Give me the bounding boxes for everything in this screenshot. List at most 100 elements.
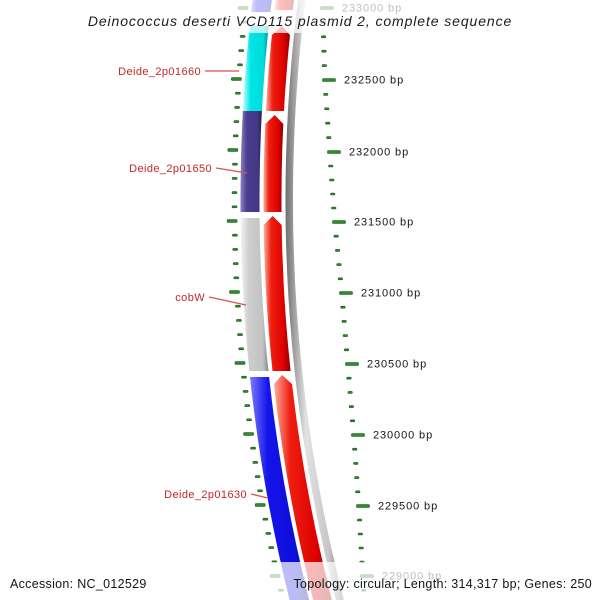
inner-major-tick [231,77,242,81]
ruler-minor-tick [333,234,339,238]
ruler-minor-tick [336,263,342,266]
inner-minor-tick [232,262,239,265]
inner-minor-tick [257,489,263,493]
gene-label-text: Deide_2p01650 [129,163,212,175]
inner-minor-tick [235,304,241,308]
inner-major-tick [229,290,240,294]
ruler-minor-tick [324,107,330,111]
ruler-minor-tick [325,121,331,125]
ruler-tick-label: 230500 bp [367,359,427,371]
ruler-tick-label: 231000 bp [361,288,421,300]
gene-feature-deide_2p01630 [250,377,310,600]
ruler-minor-tick [357,532,363,536]
inner-minor-tick [231,191,238,194]
ruler-minor-tick [355,490,361,494]
ruler-minor-tick [349,419,356,423]
ruler-minor-tick [352,447,358,451]
ruler-major-tick [322,78,336,82]
inner-major-tick [243,432,254,436]
inner-minor-tick [268,546,275,549]
inner-minor-tick [233,120,240,123]
inner-major-tick [234,361,246,365]
ruler-minor-tick [354,476,360,479]
ruler-major-tick [327,150,341,154]
ruler-minor-tick [337,277,343,281]
inner-minor-tick [239,35,246,38]
gene-label-text: Deide_2p01660 [118,66,201,78]
ruler-minor-tick [356,518,363,522]
inner-minor-tick [246,418,252,422]
gene-label-leader-line [215,167,248,174]
inner-minor-tick [244,404,251,407]
gene-feature [273,375,332,600]
ruler-minor-tick [334,249,341,252]
ruler-minor-tick [331,206,337,210]
feature-tracks [240,0,344,600]
accession-text: Accession: NC_012529 [10,577,147,591]
inner-minor-tick [232,134,239,138]
inner-minor-tick [231,177,238,180]
inner-minor-tick [238,49,244,52]
inner-major-tick [254,503,266,507]
ruler-tick-label: 231500 bp [354,217,414,229]
ruler-major-tick [351,433,365,437]
inner-major-tick [226,219,238,223]
inner-minor-tick [237,63,243,67]
ruler-major-tick [356,504,370,508]
gene-feature-cobw [240,218,269,371]
ruler-tick-label: 232000 bp [349,147,409,159]
gene-feature [265,26,290,111]
ruler-minor-tick [329,178,335,182]
inner-minor-tick [236,319,242,322]
ruler-tick-label: 229500 bp [378,501,438,513]
bottom-fade-overlay [0,562,600,600]
ruler-major-tick [339,291,353,295]
inner-minor-tick [262,517,269,521]
ruler-minor-tick [346,376,352,380]
ruler-minor-tick [347,391,353,394]
inner-minor-tick [237,333,243,336]
ruler-minor-tick [348,405,354,408]
gene-labels: Deide_2p01660 Deide_2p01650 cobW Deide_2p01… [118,66,269,501]
ruler-minor-tick [323,93,329,96]
gene-label-leader-line [250,493,269,499]
ruler-tick-label: 230000 bp [373,430,433,442]
ruler-tick-label: 232500 bp [344,75,404,87]
inner-minor-tick [254,475,261,478]
summary-text: Topology: circular; Length: 314,317 bp; … [293,577,592,591]
inner-minor-tick [232,162,238,166]
gene-feature [263,216,291,371]
gene-feature-deide_2p01660 [242,26,269,111]
inner-minor-tick [238,347,244,351]
gene-feature [263,115,284,212]
top-fade-overlay [0,0,600,33]
inner-minor-tick [232,233,238,237]
ruler-minor-tick [320,35,327,39]
inner-minor-tick [231,205,238,209]
gene-feature-deide_2p01650 [240,111,262,212]
inner-minor-tick [241,375,247,379]
ruler-minor-tick [358,546,364,550]
ruler-minor-tick [343,348,350,352]
inner-minor-tick [235,91,241,95]
inner-minor-tick [252,461,259,464]
ruler-major-tick [332,220,346,224]
inner-minor-tick [234,106,240,109]
inner-minor-tick [233,276,240,280]
ruler-minor-tick [330,192,336,196]
ruler-minor-tick [321,64,327,67]
ruler-minor-tick [340,305,346,309]
ruler-major-tick [345,362,359,366]
inner-minor-tick [242,390,249,393]
gene-label-text: cobW [175,292,205,304]
gene-label-leader-line [208,296,247,306]
ruler-minor-tick [342,334,348,337]
gene-label-text: Deide_2p01630 [164,489,247,501]
inner-minor-tick [232,248,238,251]
ruler-minor-tick [341,320,347,323]
ruler-minor-tick [326,136,332,139]
map-title: Deinococcus deserti VCD115 plasmid 2, co… [88,13,512,29]
